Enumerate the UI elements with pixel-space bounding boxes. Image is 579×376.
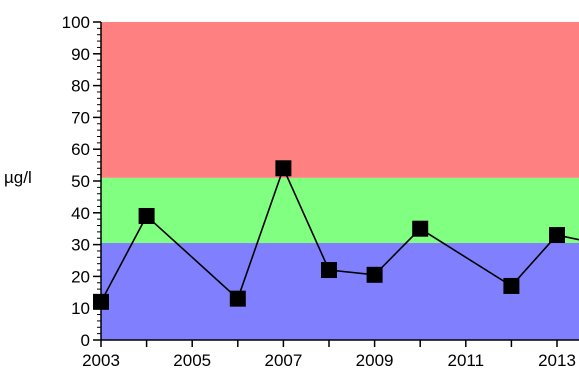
y-tick-label: 10 [71, 299, 90, 318]
x-tick-label: 2009 [356, 351, 394, 370]
y-tick-label: 40 [71, 204, 90, 223]
data-point [321, 262, 337, 279]
data-point [275, 160, 292, 177]
data-point [138, 207, 155, 224]
y-axis-label: µg/l [4, 168, 32, 187]
data-point [549, 227, 565, 244]
y-tick-label: 20 [71, 267, 90, 286]
x-tick-label: 2011 [448, 351, 485, 370]
y-tick-label: 0 [81, 331, 90, 350]
threshold-bands [101, 22, 579, 340]
y-tick-label: 30 [71, 236, 90, 255]
x-tick-label: 2013 [538, 351, 576, 370]
data-point [229, 290, 246, 307]
x-tick-label: 2007 [264, 351, 302, 370]
y-tick-label: 100 [62, 13, 90, 32]
data-series [93, 160, 579, 310]
data-point [412, 220, 429, 237]
y-tick-label: 50 [71, 172, 90, 191]
data-point [366, 266, 383, 283]
axes: 0 10 20 30 40 50 60 70 80 90 100 2003 2005 2007 2009 20… [62, 13, 579, 370]
x-tick-label: 2003 [82, 351, 120, 370]
y-tick-label: 90 [71, 45, 90, 64]
data-point [93, 293, 109, 310]
band-1 [101, 177, 579, 244]
y-tick-label: 80 [71, 77, 90, 96]
series-line [100, 166, 579, 303]
y-tick-label: 60 [71, 140, 90, 159]
data-point [503, 277, 520, 294]
band-2 [101, 22, 579, 178]
x-tick-label: 2005 [173, 351, 211, 370]
y-tick-label: 70 [71, 108, 90, 127]
band-0 [101, 243, 579, 340]
